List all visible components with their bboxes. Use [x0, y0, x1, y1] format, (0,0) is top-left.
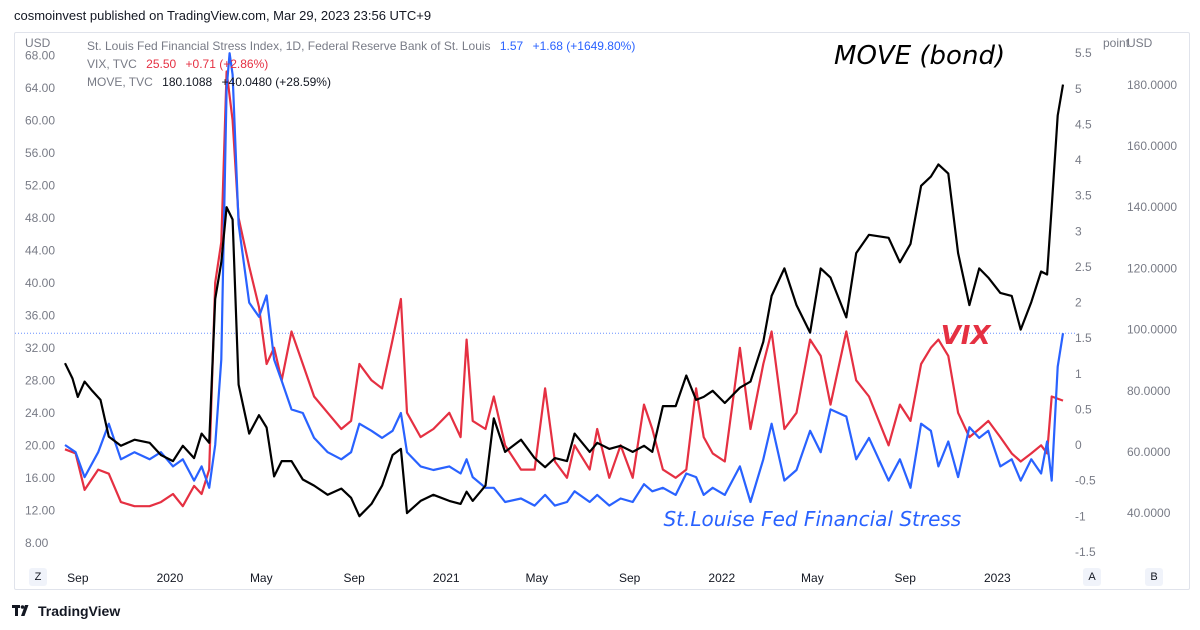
y-tick-left: 60.00: [25, 113, 55, 127]
publisher-byline: cosmoinvest published on TradingView.com…: [14, 8, 432, 23]
y-tick-point: -1.5: [1075, 545, 1096, 559]
y-tick-point: -0.5: [1075, 474, 1096, 488]
y-tick-left: 52.00: [25, 178, 55, 192]
x-tick-label: Sep: [895, 571, 917, 585]
legend-vix-change: +0.71 (+2.86%): [185, 57, 269, 71]
x-tick-label: May: [525, 571, 548, 585]
auto-scale-b-button[interactable]: B: [1145, 568, 1163, 586]
legend-move-value: 180.1088: [162, 75, 213, 89]
y-tick-left: 68.00: [25, 48, 55, 62]
y-tick-point: 2.5: [1075, 260, 1092, 274]
x-tick-label: Sep: [67, 571, 89, 585]
y-tick-point: 1: [1075, 367, 1082, 381]
footer: TradingView: [12, 603, 120, 619]
legend-vix[interactable]: VIX, TVC 25.50 +0.71 (+2.86%): [87, 57, 268, 71]
series-line-2: [64, 84, 1065, 518]
y-tick-right: 40.0000: [1127, 506, 1171, 520]
y-tick-left: 40.00: [25, 276, 55, 290]
auto-scale-a-button[interactable]: A: [1083, 568, 1101, 586]
y-tick-right: 80.0000: [1127, 384, 1171, 398]
chart-canvas[interactable]: USD pointUSD8.0012.0016.0020.0024.0028.00…: [15, 33, 1191, 591]
y-tick-left: 32.00: [25, 341, 55, 355]
y-tick-point: 2: [1075, 296, 1082, 310]
zoom-button[interactable]: Z: [29, 568, 47, 586]
x-tick-label: 2021: [433, 571, 460, 585]
y-tick-right: 60.0000: [1127, 445, 1171, 459]
y-tick-point: 4: [1075, 153, 1082, 167]
x-tick-label: Sep: [343, 571, 365, 585]
x-tick-label: May: [250, 571, 273, 585]
y-tick-left: 12.00: [25, 503, 55, 517]
y-tick-point: 0: [1075, 438, 1082, 452]
x-tick-label: 2020: [157, 571, 184, 585]
legend-stress-change: +1.68 (+1649.80%): [532, 39, 636, 53]
y-tick-left: 36.00: [25, 308, 55, 322]
footer-brand: TradingView: [38, 603, 121, 619]
axis-unit-right: USD: [1127, 36, 1153, 50]
y-tick-point: 3: [1075, 224, 1082, 238]
x-tick-label: 2022: [708, 571, 735, 585]
y-tick-right: 120.0000: [1127, 261, 1177, 275]
y-tick-point: 5.5: [1075, 46, 1092, 60]
y-tick-left: 48.00: [25, 211, 55, 225]
x-tick-label: 2023: [984, 571, 1011, 585]
legend-vix-name: VIX, TVC: [87, 57, 137, 71]
legend-stress-name: St. Louis Fed Financial Stress Index, 1D…: [87, 39, 491, 53]
y-tick-left: 44.00: [25, 243, 55, 257]
legend-vix-value: 25.50: [146, 57, 177, 71]
y-tick-point: 3.5: [1075, 189, 1092, 203]
annotation-2: St.Louise Fed Financial Stress: [663, 507, 961, 531]
y-tick-point: 5: [1075, 82, 1082, 96]
y-tick-left: 8.00: [25, 536, 49, 550]
y-tick-left: 16.00: [25, 471, 55, 485]
y-tick-left: 24.00: [25, 406, 55, 420]
chart-frame[interactable]: USD point USD 8.00 12.00 16.00 20.00 24.00 28.00…: [14, 32, 1190, 590]
y-tick-point: 4.5: [1075, 117, 1092, 131]
legend-stress-value: 1.57: [499, 39, 524, 53]
legend-move-change: +40.0480 (+28.59%): [221, 75, 331, 89]
series-line-1: [64, 52, 1065, 507]
x-tick-label: Sep: [619, 571, 641, 585]
y-tick-point: 1.5: [1075, 331, 1092, 345]
annotation-0: MOVE (bond): [834, 41, 1005, 71]
y-tick-left: 28.00: [25, 373, 55, 387]
y-tick-right: 180.0000: [1127, 78, 1177, 92]
legend-stress[interactable]: St. Louis Fed Financial Stress Index, 1D…: [87, 39, 635, 53]
y-tick-left: 56.00: [25, 146, 55, 160]
y-tick-left: 20.00: [25, 438, 55, 452]
axis-unit-left: USD: [25, 36, 51, 50]
y-tick-point: -1: [1075, 509, 1086, 523]
tradingview-logo-icon: [12, 605, 29, 616]
y-tick-right: 160.0000: [1127, 139, 1177, 153]
y-tick-left: 64.00: [25, 81, 55, 95]
y-tick-right: 140.0000: [1127, 200, 1177, 214]
axis-unit-point: point: [1103, 36, 1130, 50]
legend-move-name: MOVE, TVC: [87, 75, 153, 89]
y-tick-point: 0.5: [1075, 402, 1092, 416]
legend-move[interactable]: MOVE, TVC 180.1088 +40.0480 (+28.59%): [87, 75, 331, 89]
annotation-1: VIX: [941, 321, 993, 351]
y-tick-right: 100.0000: [1127, 323, 1177, 337]
x-tick-label: May: [801, 571, 824, 585]
